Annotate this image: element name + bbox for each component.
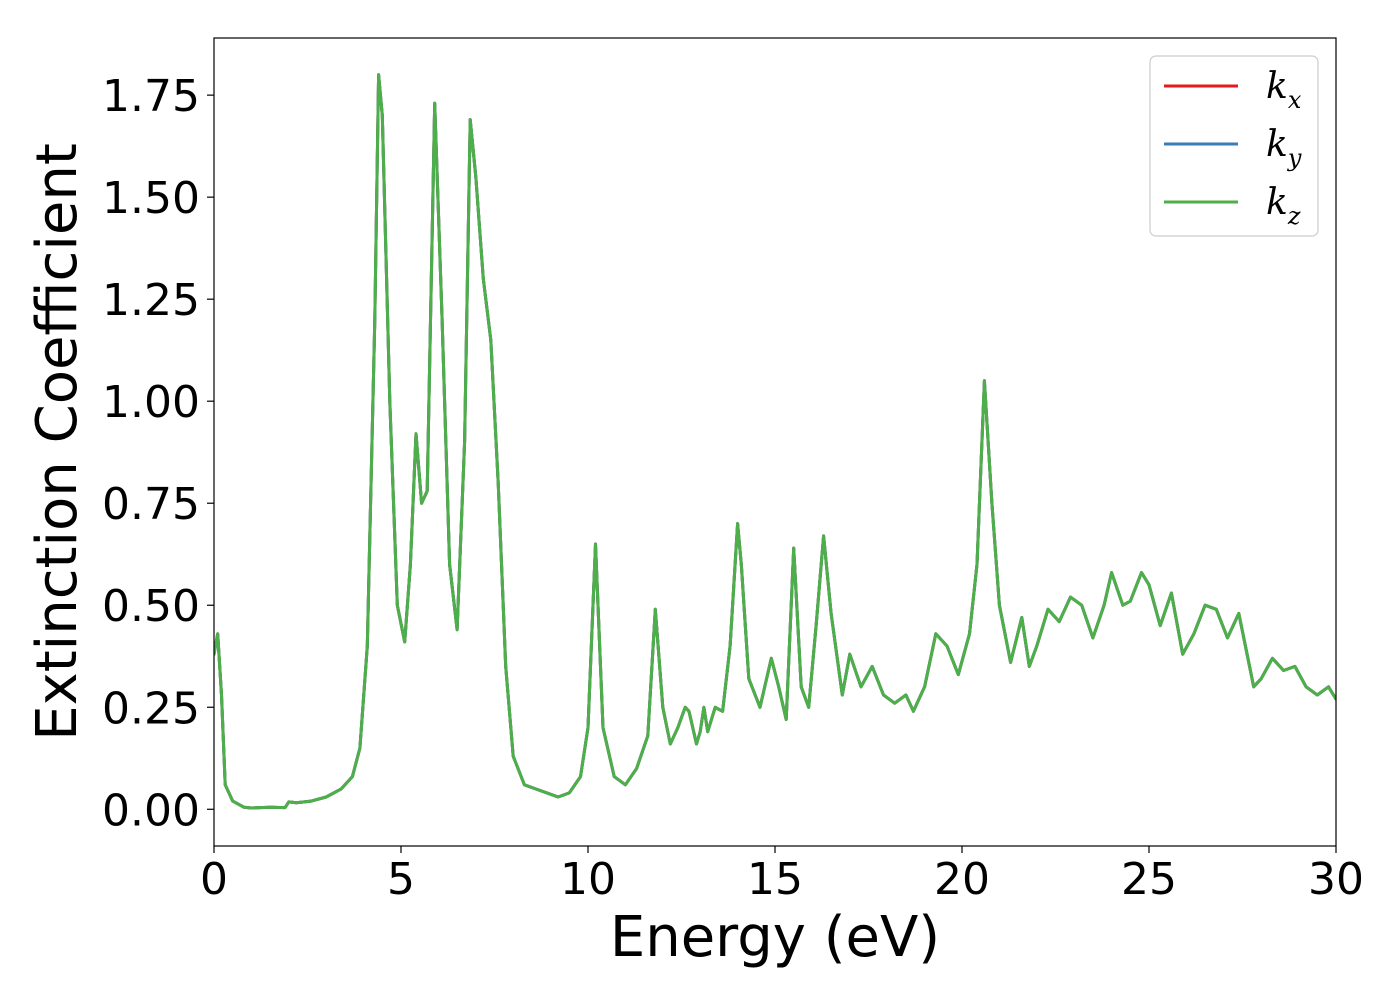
y-tick-label: 0.00 bbox=[102, 785, 200, 836]
x-tick-label: 20 bbox=[934, 854, 990, 905]
x-tick-label: 5 bbox=[387, 854, 415, 905]
x-tick-label: 25 bbox=[1121, 854, 1177, 905]
series-layer bbox=[214, 73, 1336, 810]
series-line-kz bbox=[214, 73, 1336, 810]
legend-label-base: k bbox=[1266, 66, 1288, 107]
legend-label-subscript: y bbox=[1287, 144, 1302, 172]
legend-label: kz bbox=[1266, 182, 1301, 230]
x-axis-title: Energy (eV) bbox=[610, 905, 940, 970]
legend-label-base: k bbox=[1266, 124, 1288, 165]
x-axis: 0 5 10 15 20 25 30 bbox=[200, 846, 1364, 905]
legend-label-subscript: x bbox=[1288, 86, 1302, 114]
x-tick-label: 10 bbox=[560, 854, 616, 905]
legend-label: kx bbox=[1266, 66, 1302, 114]
legend-label: ky bbox=[1266, 124, 1302, 172]
y-tick-label: 1.25 bbox=[102, 275, 200, 326]
y-tick-label: 0.75 bbox=[102, 479, 200, 530]
y-tick-label: 1.00 bbox=[102, 377, 200, 428]
y-tick-label: 0.25 bbox=[102, 683, 200, 734]
y-tick-label: 1.50 bbox=[102, 173, 200, 224]
legend-box bbox=[1149, 55, 1319, 237]
y-axis-title: Extinction Coefficient bbox=[25, 143, 90, 741]
legend-label-base: k bbox=[1266, 182, 1288, 223]
x-tick-label: 30 bbox=[1308, 854, 1364, 905]
y-tick-label: 0.50 bbox=[102, 581, 200, 632]
legend-label-subscript: z bbox=[1287, 202, 1301, 230]
x-tick-label: 15 bbox=[747, 854, 803, 905]
x-tick-label: 0 bbox=[200, 854, 228, 905]
y-tick-label: 1.75 bbox=[102, 71, 200, 122]
y-axis: 0.00 0.25 0.50 0.75 1.00 1.25 1.50 1.75 bbox=[102, 71, 214, 836]
